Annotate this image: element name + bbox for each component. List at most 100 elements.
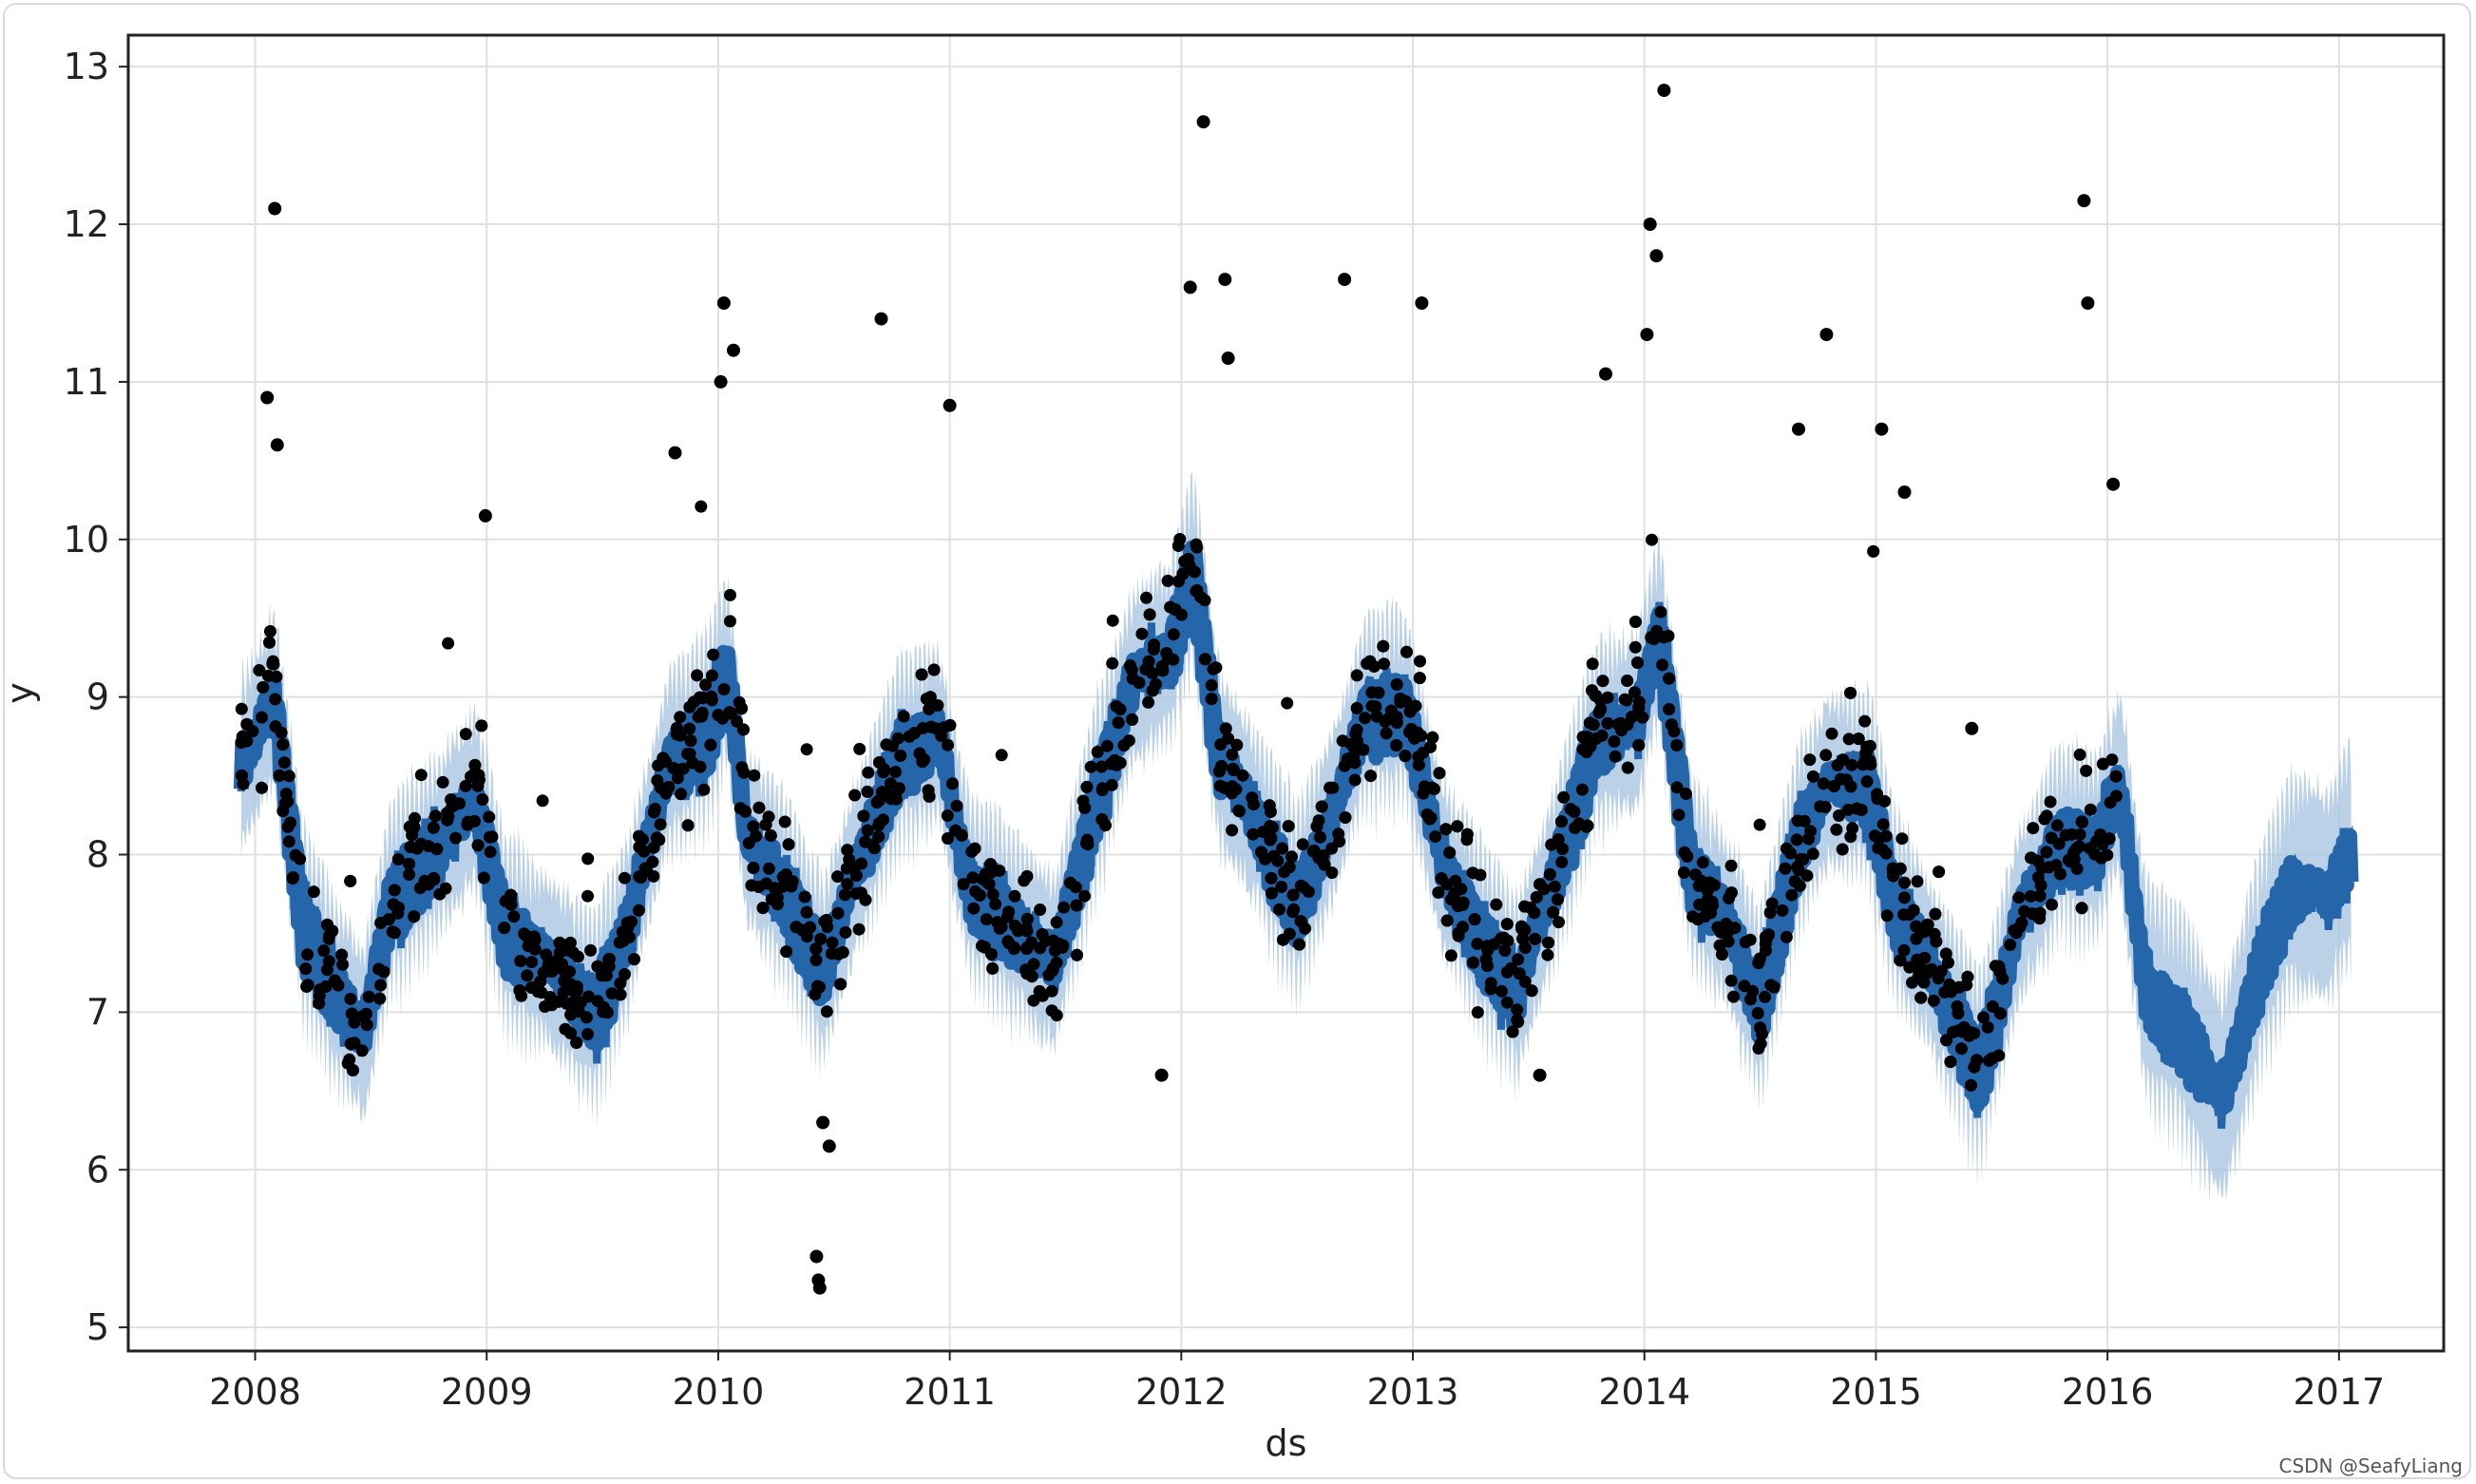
observed-point xyxy=(1194,590,1208,603)
observed-outlier-point xyxy=(1965,721,1979,735)
observed-point xyxy=(1867,544,1880,558)
observed-point xyxy=(445,793,458,807)
observed-point xyxy=(872,794,886,808)
observed-point xyxy=(654,818,667,831)
observed-point xyxy=(1471,938,1484,950)
observed-point xyxy=(2065,828,2078,841)
y-tick-label: 13 xyxy=(64,46,109,87)
observed-point xyxy=(1079,837,1093,850)
observed-point xyxy=(1776,904,1789,917)
observed-point xyxy=(633,829,645,843)
observed-point xyxy=(776,870,790,884)
observed-point xyxy=(449,831,463,845)
observed-point xyxy=(764,829,777,842)
observed-point xyxy=(1384,704,1398,717)
observed-point xyxy=(1911,875,1924,888)
observed-outlier-point xyxy=(1599,367,1612,381)
observed-point xyxy=(1965,1078,1977,1092)
observed-point xyxy=(1286,888,1300,902)
observed-outlier-point xyxy=(943,398,957,412)
observed-point xyxy=(1541,948,1554,961)
observed-point xyxy=(2050,819,2064,832)
observed-point xyxy=(1117,739,1131,752)
observed-outlier-point xyxy=(716,296,731,310)
observed-point xyxy=(1632,701,1646,714)
observed-point xyxy=(1663,703,1676,715)
observed-point xyxy=(778,815,791,828)
observed-point xyxy=(1516,932,1530,945)
observed-point xyxy=(841,878,854,891)
observed-point xyxy=(468,758,482,771)
observed-point xyxy=(1265,831,1278,845)
observed-point xyxy=(782,838,795,851)
observed-point xyxy=(707,648,720,661)
observed-point xyxy=(683,700,696,713)
observed-point xyxy=(1348,773,1362,787)
observed-point xyxy=(699,678,712,692)
observed-point xyxy=(1938,985,1952,999)
observed-point xyxy=(1160,647,1173,659)
observed-point xyxy=(1110,758,1123,771)
observed-point xyxy=(276,738,290,752)
observed-point xyxy=(387,898,400,911)
observed-outlier-point xyxy=(2077,194,2091,208)
observed-point xyxy=(995,749,1008,762)
observed-point xyxy=(765,893,778,905)
observed-point xyxy=(2096,757,2109,771)
observed-outlier-point xyxy=(714,374,728,389)
observed-point xyxy=(1971,1054,1983,1067)
observed-point xyxy=(1226,824,1239,837)
observed-point xyxy=(1445,893,1458,906)
observed-point xyxy=(1788,875,1801,888)
observed-point xyxy=(1759,943,1772,957)
observed-point xyxy=(1646,533,1658,546)
observed-point xyxy=(414,837,428,850)
observed-point xyxy=(1632,738,1646,752)
observed-point xyxy=(269,693,282,706)
observed-point xyxy=(736,723,750,736)
observed-point xyxy=(1803,753,1817,767)
observed-point xyxy=(1348,756,1362,770)
observed-point xyxy=(1443,847,1457,859)
observed-point xyxy=(476,793,489,806)
observed-point xyxy=(1412,758,1425,771)
x-tick-label: 2017 xyxy=(2293,1371,2385,1413)
observed-point xyxy=(619,968,631,980)
observed-point xyxy=(885,792,898,806)
y-tick-label: 10 xyxy=(64,519,109,561)
observed-point xyxy=(2042,861,2055,874)
observed-point xyxy=(1621,675,1634,687)
observed-outlier-point xyxy=(260,390,275,405)
observed-point xyxy=(712,709,725,722)
observed-point xyxy=(1296,838,1309,851)
observed-point xyxy=(1555,856,1569,868)
observed-point xyxy=(1057,901,1071,914)
observed-point xyxy=(1545,838,1558,851)
observed-point xyxy=(2096,838,2109,851)
observed-point xyxy=(1894,954,1907,967)
observed-point xyxy=(1767,980,1781,994)
observed-point xyxy=(852,923,866,936)
observed-point xyxy=(1929,907,1942,921)
observed-point xyxy=(335,948,349,961)
observed-outlier-point xyxy=(2106,477,2121,491)
observed-point xyxy=(267,657,280,671)
observed-point xyxy=(1790,833,1803,847)
observed-point xyxy=(1232,804,1246,817)
observed-point xyxy=(1433,767,1446,780)
observed-point xyxy=(1672,809,1686,822)
observed-point xyxy=(762,862,775,875)
observed-point xyxy=(564,982,578,996)
observed-point xyxy=(1897,943,1911,957)
observed-point xyxy=(1506,1025,1519,1038)
observed-point xyxy=(1046,962,1059,975)
observed-point xyxy=(1724,974,1738,987)
observed-point xyxy=(442,637,455,650)
observed-point xyxy=(989,898,1002,911)
observed-point xyxy=(1071,948,1083,961)
observed-point xyxy=(839,925,852,939)
observed-point xyxy=(1281,696,1294,710)
observed-point xyxy=(1500,965,1514,979)
observed-point xyxy=(467,814,481,828)
